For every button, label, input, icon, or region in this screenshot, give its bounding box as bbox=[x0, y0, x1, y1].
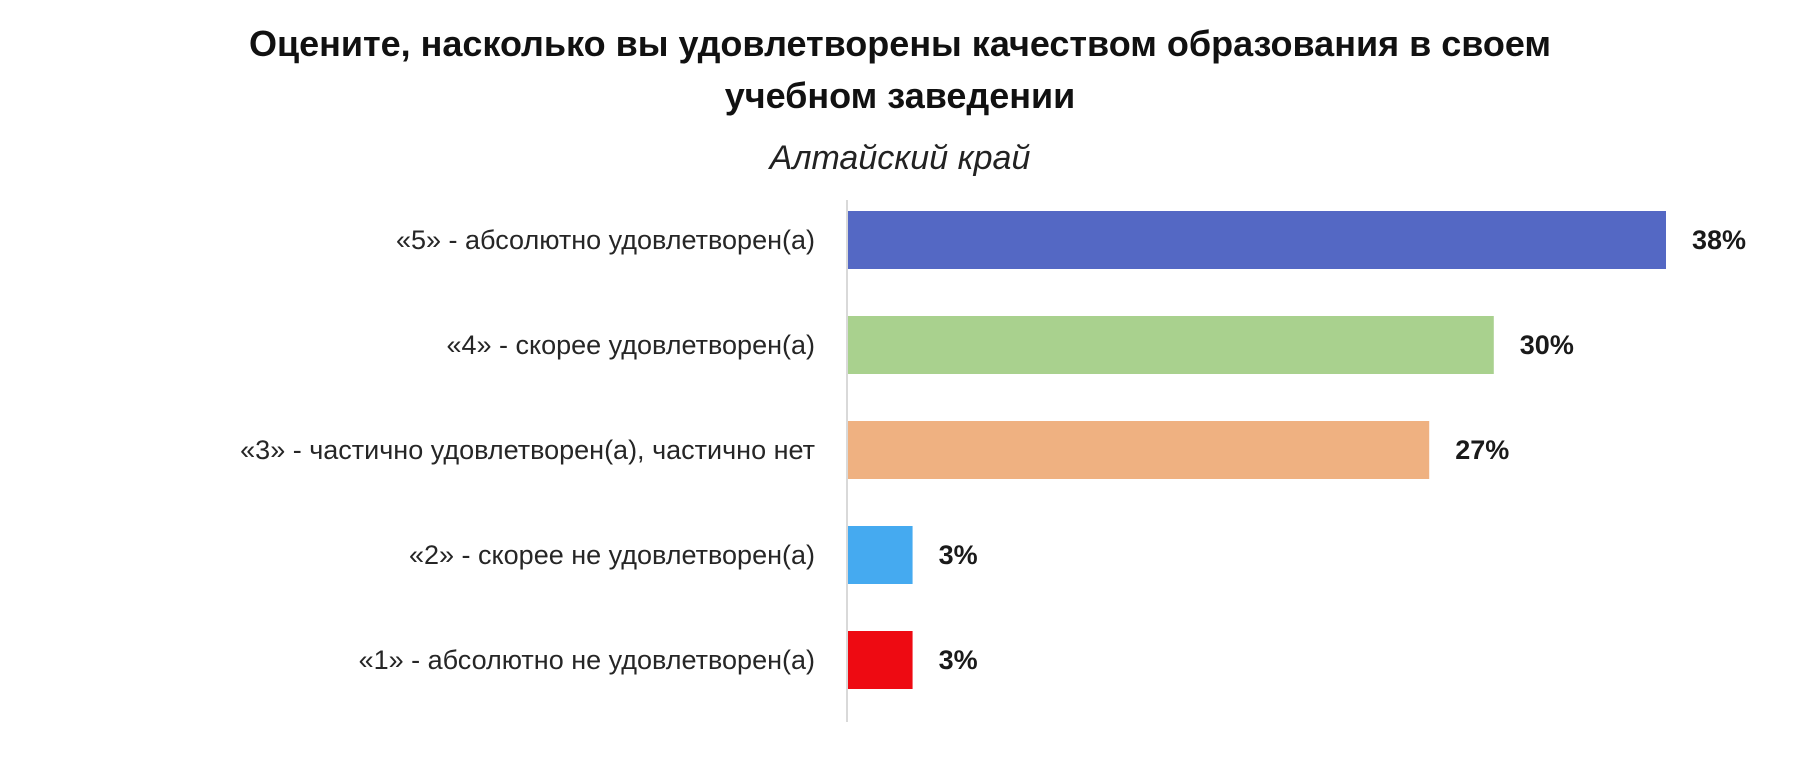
bar-3 bbox=[848, 421, 1430, 479]
value-label-3: 27% bbox=[1455, 435, 1509, 465]
value-label-1: 38% bbox=[1692, 225, 1746, 255]
value-label-2: 30% bbox=[1520, 330, 1574, 360]
category-label-2: «4» - скорее удовлетворен(а) bbox=[446, 330, 815, 360]
category-label-1: «5» - абсолютно удовлетворен(а) bbox=[396, 225, 815, 255]
value-label-5: 3% bbox=[939, 645, 978, 675]
chart-title-line-2: учебном заведении bbox=[724, 75, 1076, 116]
bar-5 bbox=[848, 631, 913, 689]
chart-subtitle: Алтайский край bbox=[769, 139, 1031, 177]
bar-1 bbox=[848, 211, 1666, 269]
bar-2 bbox=[848, 316, 1494, 374]
chart-title: Оцените, насколько вы удовлетворены каче… bbox=[0, 18, 1800, 122]
category-label-4: «2» - скорее не удовлетворен(а) bbox=[409, 540, 815, 570]
chart-title-line-1: Оцените, насколько вы удовлетворены каче… bbox=[248, 23, 1552, 64]
category-label-5: «1» - абсолютно не удовлетворен(а) bbox=[359, 645, 815, 675]
bar-4 bbox=[848, 526, 913, 584]
bar-series: «5» - абсолютно удовлетворен(а) 38% «4» - … bbox=[240, 211, 1746, 689]
category-label-3: «3» - частично удовлетворен(а), частично… bbox=[240, 435, 815, 465]
value-label-4: 3% bbox=[939, 540, 978, 570]
